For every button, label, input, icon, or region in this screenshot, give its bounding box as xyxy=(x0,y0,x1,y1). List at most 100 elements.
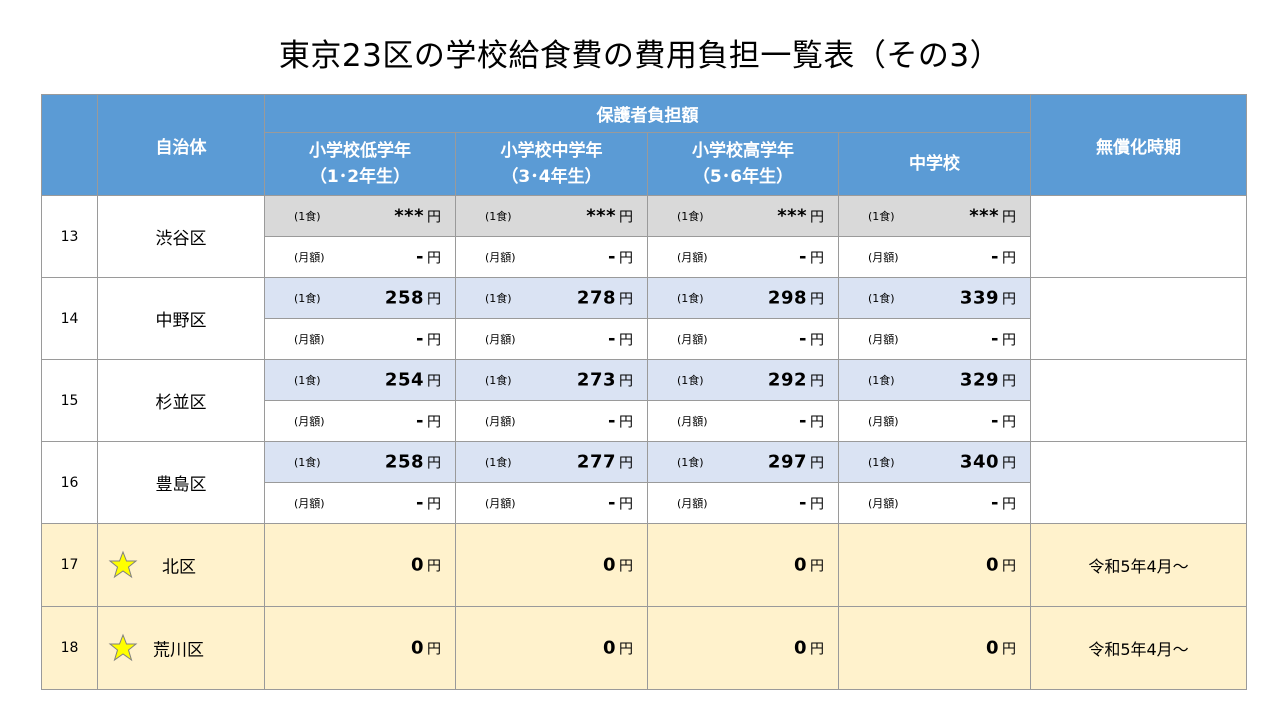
amount-number: - xyxy=(608,410,616,432)
amount-value: 258 円 xyxy=(385,288,441,309)
amount-cell: (1食) 297 円 xyxy=(647,441,839,483)
amount-value: -円 xyxy=(991,329,1016,350)
grade-name: 小学校高学年 xyxy=(692,141,794,161)
amount-cell: (1食) 273 円 xyxy=(455,359,648,401)
yen-unit: 円 xyxy=(619,496,633,513)
amount-number: - xyxy=(416,410,424,432)
amount-number: 339 xyxy=(959,287,999,309)
amount-number: 0 xyxy=(985,637,999,659)
amount-cell: (月額) - 円 xyxy=(455,400,648,442)
amount-cell: (月額) - 円 xyxy=(455,236,648,278)
yen-unit: 円 xyxy=(810,291,824,308)
free-period xyxy=(1030,277,1247,360)
amount-number: 0 xyxy=(793,554,807,576)
amount-label: (月額) xyxy=(677,251,708,264)
amount-value: -円 xyxy=(991,493,1016,514)
amount-cell: (1食) 298 円 xyxy=(647,277,839,319)
amount-cell: (1食) *** 円 xyxy=(647,195,839,237)
amount-label: (1食) xyxy=(868,456,895,469)
table-row-monthly: (月額) - 円 (月額) - 円 (月額) - 円 (月額) - 円 xyxy=(42,400,1247,442)
amount-label: (1食) xyxy=(485,292,512,305)
municipality-wrap: 北区 xyxy=(98,524,264,606)
amount-number: - xyxy=(991,492,999,514)
amount-cell: (1食) 340 円 xyxy=(838,441,1031,483)
yen-unit: 円 xyxy=(810,496,824,513)
amount-number: - xyxy=(991,246,999,268)
free-period xyxy=(1030,441,1247,524)
amount-number: 298 xyxy=(767,287,807,309)
amount-label: (1食) xyxy=(485,374,512,387)
table-row: 15 杉並区 (1食) 254 円 (1食) 273 円 (1食) 292 円 (1食) 329 円 xyxy=(41,359,1247,442)
amount-number: 340 xyxy=(959,451,999,473)
amount-label: (1食) xyxy=(677,210,704,223)
amount-value: 254 円 xyxy=(385,370,441,391)
amount-value: *** 円 xyxy=(394,206,441,227)
amount-number: - xyxy=(799,328,807,350)
amount-label: (月額) xyxy=(868,251,899,264)
amount-value: 273 円 xyxy=(577,370,633,391)
amount-label: (1食) xyxy=(868,292,895,305)
amount-cell: (月額) - 円 xyxy=(455,318,648,360)
amount-number: *** xyxy=(969,205,999,227)
amount-number: - xyxy=(608,328,616,350)
amount-number: 258 xyxy=(384,451,424,473)
yen-unit: 円 xyxy=(1002,209,1016,226)
yen-unit: 円 xyxy=(1002,558,1016,575)
amount-value: -円 xyxy=(799,247,824,268)
free-period xyxy=(1030,195,1247,278)
amount-number: - xyxy=(991,410,999,432)
amount-cell: (月額) - 円 xyxy=(647,482,839,524)
municipality-cell: 北区 xyxy=(97,523,265,607)
amount-cell: (月額) - 円 xyxy=(264,318,456,360)
yen-unit: 円 xyxy=(810,414,824,431)
amount-value: -円 xyxy=(416,247,441,268)
amount-label: (月額) xyxy=(677,333,708,346)
table-row: 16 豊島区 (1食) 258 円 (1食) 277 円 (1食) 297 円 (1食) 340 円 xyxy=(41,441,1247,524)
amount-number: 292 xyxy=(767,369,807,391)
amount-label: (月額) xyxy=(485,415,516,428)
amount-cell: (1食) *** 円 xyxy=(838,195,1031,237)
row-number: 13 xyxy=(41,195,98,278)
amount-value: 277 円 xyxy=(577,452,633,473)
yen-unit: 円 xyxy=(427,641,441,658)
amount-value: *** 円 xyxy=(969,206,1016,227)
yen-unit: 円 xyxy=(619,250,633,267)
yen-unit: 円 xyxy=(427,373,441,390)
amount-cell: (1食) 339 円 xyxy=(838,277,1031,319)
amount-cell: (月額) - 円 xyxy=(264,400,456,442)
grade-name: 中学校 xyxy=(909,154,960,174)
amount-cell: (月額) - 円 xyxy=(647,400,839,442)
yen-unit: 円 xyxy=(619,209,633,226)
yen-unit: 円 xyxy=(1002,414,1016,431)
amount-label: (1食) xyxy=(294,456,321,469)
amount-value: -円 xyxy=(608,411,633,432)
yen-unit: 円 xyxy=(427,414,441,431)
amount-value: -円 xyxy=(799,493,824,514)
amount-number: 0 xyxy=(602,637,616,659)
yen-unit: 円 xyxy=(1002,496,1016,513)
amount-label: (1食) xyxy=(294,374,321,387)
yen-unit: 円 xyxy=(619,291,633,308)
amount-value: 298 円 xyxy=(768,288,824,309)
yen-unit: 円 xyxy=(810,558,824,575)
yen-unit: 円 xyxy=(619,414,633,431)
free-period xyxy=(1030,359,1247,442)
amount-cell: (月額) - 円 xyxy=(838,400,1031,442)
amount-cell: (月額) - 円 xyxy=(647,236,839,278)
amount-number: - xyxy=(799,246,807,268)
amount-value: -円 xyxy=(799,411,824,432)
free-period: 令和5年4月～ xyxy=(1030,523,1247,607)
amount-label: (1食) xyxy=(677,374,704,387)
amount-value: 339 円 xyxy=(960,288,1016,309)
lunch-cost-table: 自治体 保護者負担額 無償化時期 小学校低学年 （1･2年生） 小学校中学年 （3･4… xyxy=(41,94,1247,690)
yen-unit: 円 xyxy=(1002,455,1016,472)
amount-label: (1食) xyxy=(677,456,704,469)
header-grade-2: 小学校中学年 （3･4年生） xyxy=(455,132,648,196)
municipality-name: 荒川区 xyxy=(153,640,204,661)
